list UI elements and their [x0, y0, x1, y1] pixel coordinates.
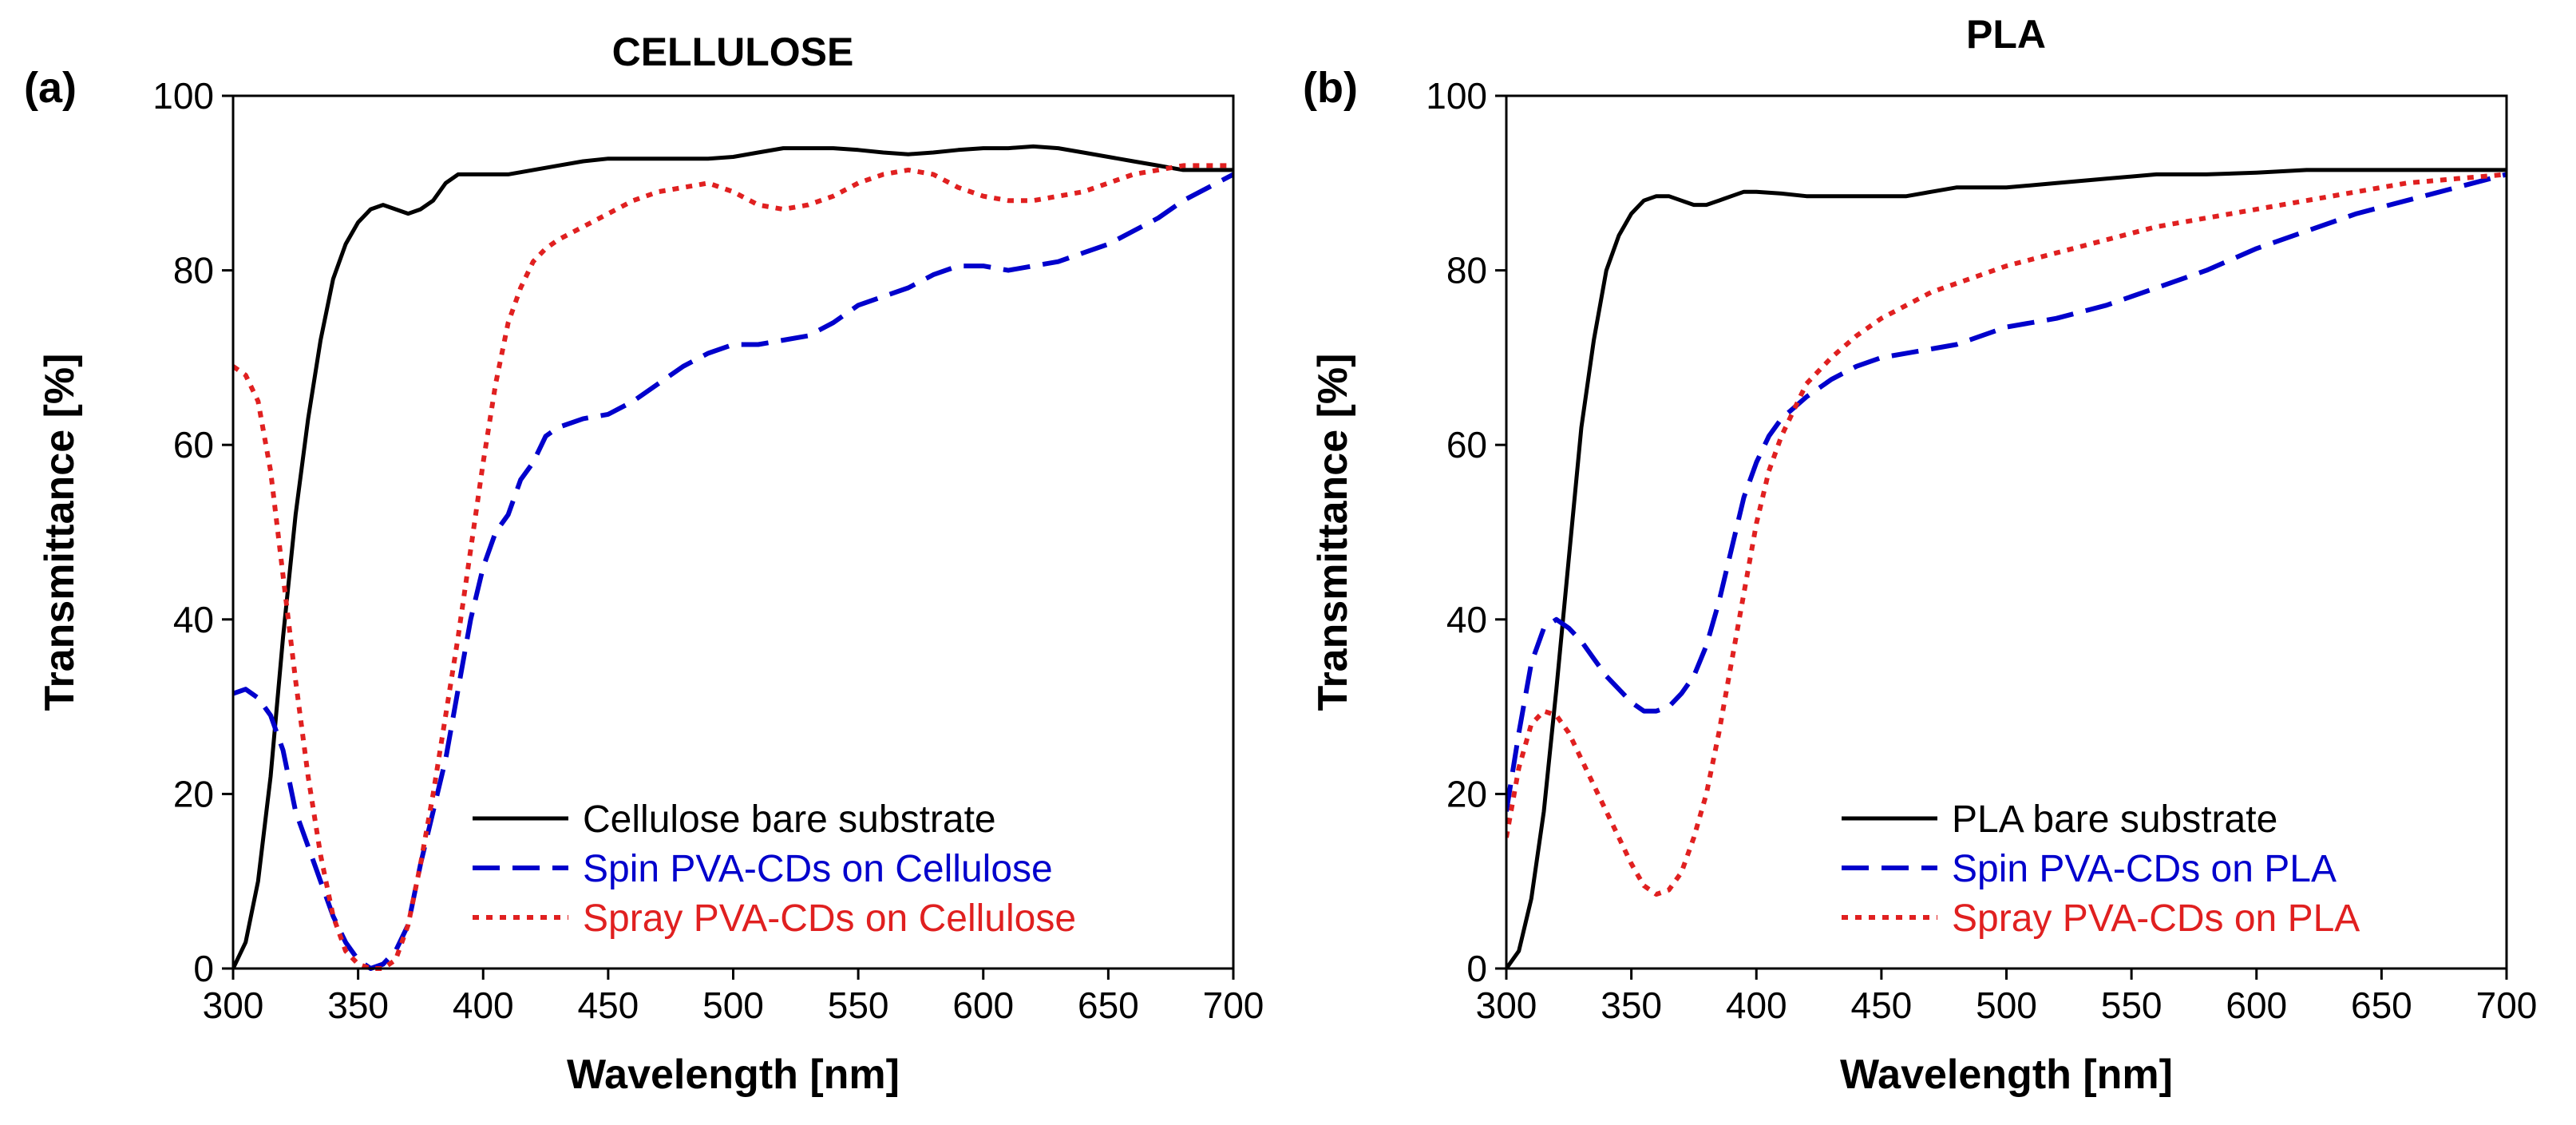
x-tick-label: 600 [952, 984, 1014, 1026]
legend-entry: Cellulose bare substrate [583, 798, 996, 841]
x-tick-label: 700 [1203, 984, 1264, 1026]
series-line-bare [1506, 168, 2507, 970]
plot-frame [1505, 94, 2508, 970]
y-tick-label: 60 [1446, 424, 1487, 465]
legend: PLA bare substrate Spin PVA-CDs on PLA Spr… [1842, 798, 2360, 940]
x-tick-label: 650 [2351, 984, 2412, 1026]
chart-title: CELLULOSE [612, 30, 854, 74]
x-tick-label: 300 [1476, 984, 1537, 1026]
y-tick-label: 40 [1446, 599, 1487, 640]
y-tick-label: 20 [173, 773, 214, 814]
x-tick-label: 700 [2476, 984, 2538, 1026]
legend-entry: Spray PVA-CDs on PLA [1952, 897, 2360, 940]
x-tick-label: 400 [1726, 984, 1787, 1026]
y-tick-label: 0 [193, 948, 214, 989]
y-axis-label: Transmittance [%] [1310, 354, 1356, 711]
x-tick-label: 350 [327, 984, 389, 1026]
x-tick-label: 400 [453, 984, 514, 1026]
panel-label: (a) [24, 64, 77, 112]
legend-entry: Spin PVA-CDs on Cellulose [583, 848, 1053, 890]
x-tick-label: 350 [1601, 984, 1662, 1026]
series-line-spray [1506, 172, 2507, 897]
legend-entry: Spray PVA-CDs on Cellulose [583, 897, 1076, 940]
y-tick-label: 100 [152, 75, 214, 117]
y-axis-label: Transmittance [%] [37, 354, 83, 711]
x-tick-label: 550 [2101, 984, 2162, 1026]
x-tick-label: 650 [1078, 984, 1139, 1026]
chart-title: PLA [1966, 12, 2046, 57]
chart-panel-cellulose: (a) CELLULOSE 0 20 40 60 80 100 300 350 400 450 500 5… [24, 30, 1264, 1098]
y-tick-label: 80 [1446, 250, 1487, 291]
x-axis-label: Wavelength [nm] [1840, 1052, 2173, 1098]
x-axis-label: Wavelength [nm] [567, 1052, 900, 1098]
plot-frame [231, 94, 1235, 970]
legend: Cellulose bare substrate Spin PVA-CDs on … [473, 798, 1076, 940]
x-tick-label: 600 [2226, 984, 2287, 1026]
panel-label: (b) [1303, 64, 1358, 112]
y-tick-label: 100 [1426, 75, 1487, 117]
series-line-spin [233, 172, 1233, 971]
y-tick-label: 0 [1466, 948, 1487, 989]
x-tick-label: 550 [828, 984, 889, 1026]
y-tick-label: 20 [1446, 773, 1487, 814]
y-tick-label: 80 [173, 250, 214, 291]
x-tick-label: 450 [578, 984, 639, 1026]
chart-panel-pla: (b) PLA 0 20 40 60 80 100 300 350 400 450 500 550 600 6… [1303, 12, 2537, 1098]
y-tick-label: 60 [173, 424, 214, 465]
series-line-bare [233, 144, 1233, 970]
x-tick-label: 500 [1976, 984, 2037, 1026]
x-tick-label: 300 [203, 984, 264, 1026]
x-tick-label: 450 [1851, 984, 1913, 1026]
legend-entry: Spin PVA-CDs on PLA [1952, 848, 2337, 890]
series-line-spray [233, 163, 1233, 971]
series-line-spin [1506, 172, 2507, 812]
x-tick-label: 500 [702, 984, 764, 1026]
legend-entry: PLA bare substrate [1952, 798, 2277, 841]
y-tick-label: 40 [173, 599, 214, 640]
